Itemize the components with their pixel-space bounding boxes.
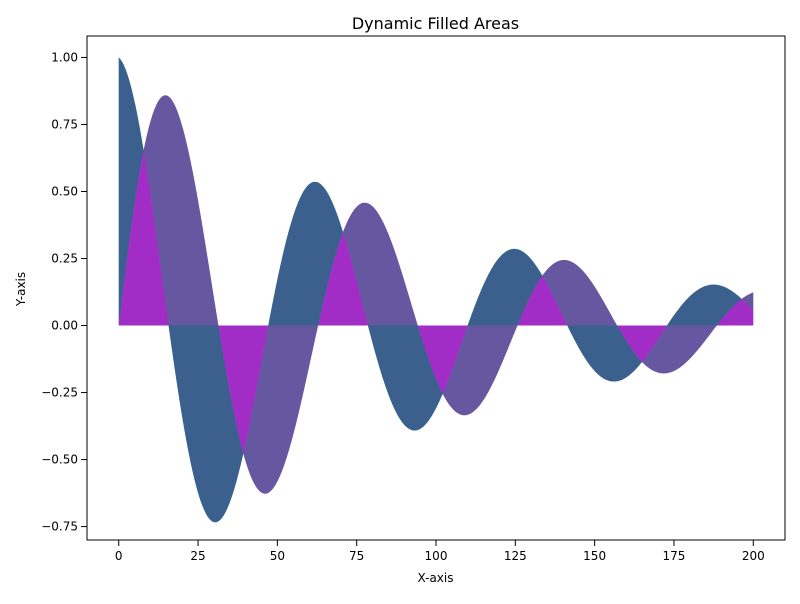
plot-area — [87, 36, 785, 540]
x-tick-label: 50 — [270, 549, 285, 563]
y-tick-label: −0.75 — [41, 520, 78, 534]
y-tick-label: −0.25 — [41, 386, 78, 400]
x-tick-label: 125 — [504, 549, 527, 563]
x-axis-label: X-axis — [418, 571, 454, 585]
plot-frame — [86, 35, 786, 541]
y-tick-label: 0.50 — [51, 184, 78, 198]
area-series-3 — [118, 57, 754, 523]
x-tick-label: 75 — [349, 549, 364, 563]
y-tick-label: 0.00 — [51, 319, 78, 333]
y-axis-label: Y-axis — [14, 272, 28, 307]
x-tick-label: 200 — [742, 549, 765, 563]
x-tick-label: 175 — [663, 549, 686, 563]
x-tick-label: 0 — [115, 549, 123, 563]
chart-title: Dynamic Filled Areas — [352, 14, 519, 33]
y-tick-label: 0.75 — [51, 117, 78, 131]
tick-layer: 0 25 50 75 100 125 150 175 200 −0.75 −0.50 −0.25 0.0… — [41, 50, 765, 563]
x-tick-label: 25 — [190, 549, 205, 563]
y-tick-label: −0.50 — [41, 453, 78, 467]
y-tick-label: 0.25 — [51, 252, 78, 266]
y-tick-label: 1.00 — [51, 50, 78, 64]
x-tick-label: 150 — [583, 549, 606, 563]
x-tick-label: 100 — [425, 549, 448, 563]
